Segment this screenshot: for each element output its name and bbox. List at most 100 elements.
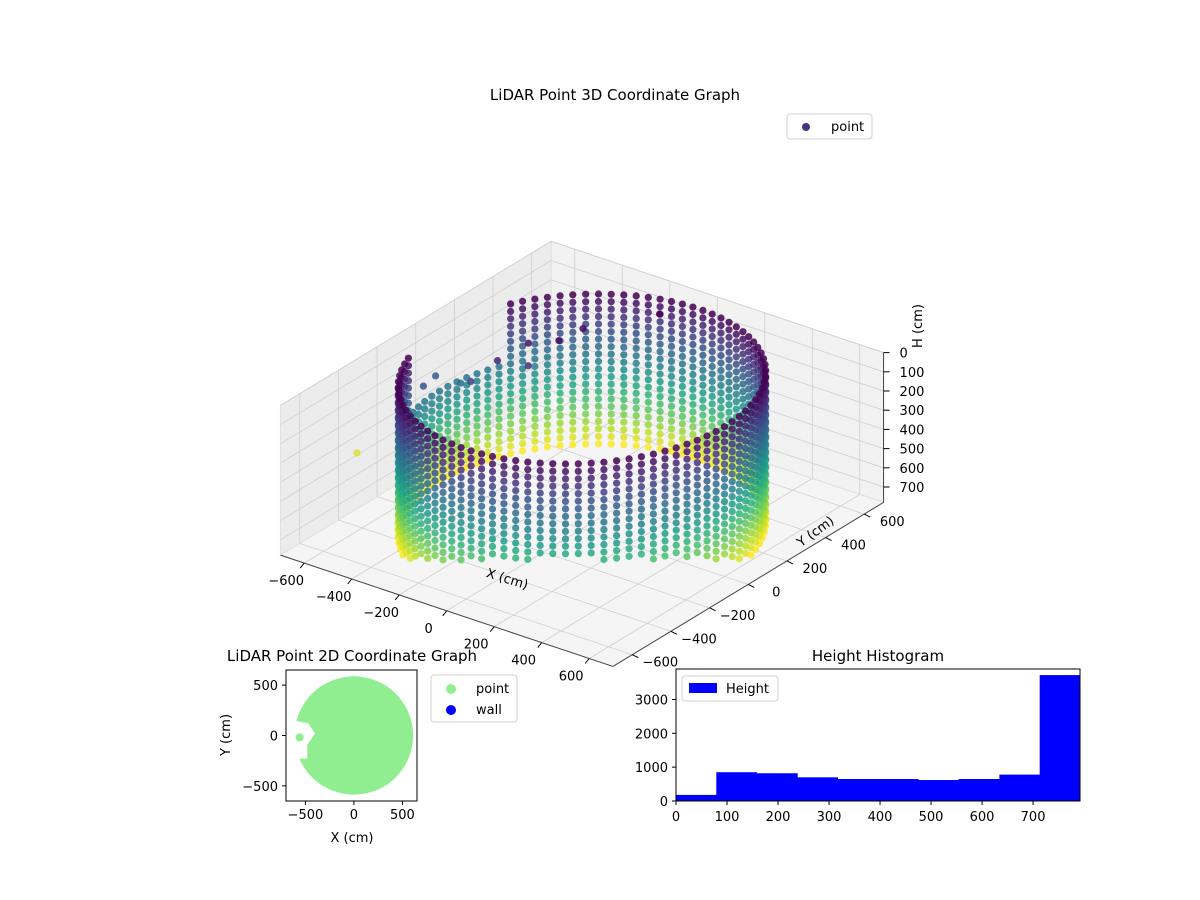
data-point	[689, 423, 697, 431]
data-point	[519, 327, 527, 335]
data-point	[561, 467, 570, 476]
data-point	[411, 492, 419, 500]
data-point	[656, 385, 664, 393]
data-point	[661, 529, 669, 538]
data-point	[519, 350, 527, 358]
chart-2d-ylabel: Y (cm)	[219, 714, 234, 757]
data-point	[543, 413, 552, 421]
data-point	[524, 495, 532, 504]
data-point	[484, 388, 492, 397]
data-point	[569, 433, 577, 441]
data-point	[600, 466, 608, 474]
data-point	[478, 502, 486, 510]
data-point	[632, 344, 640, 352]
data-point	[448, 485, 456, 493]
data-point	[424, 427, 432, 435]
data-point	[620, 306, 628, 314]
data-point	[661, 470, 669, 478]
data-point	[417, 475, 425, 483]
data-point	[683, 545, 691, 553]
histogram-bar	[958, 779, 1000, 801]
data-point	[649, 450, 658, 458]
data-point	[667, 417, 676, 425]
data-point	[569, 343, 577, 351]
data-point	[728, 493, 736, 501]
data-point	[637, 468, 646, 476]
data-point	[735, 495, 743, 503]
grid-line	[550, 240, 884, 353]
data-point	[531, 355, 539, 363]
data-point	[741, 512, 750, 520]
data-point	[424, 465, 432, 473]
x-tick	[537, 642, 543, 648]
data-point	[703, 552, 711, 560]
data-point	[732, 398, 740, 406]
data-point	[656, 422, 664, 431]
data-point	[693, 459, 701, 467]
data-point	[431, 454, 439, 462]
data-point	[463, 441, 471, 449]
data-point	[649, 502, 658, 511]
data-point	[725, 326, 733, 334]
data-point	[699, 329, 707, 337]
data-point	[739, 328, 747, 336]
data-point	[439, 473, 447, 481]
data-point	[424, 517, 432, 525]
data-point	[747, 439, 755, 447]
data-point	[543, 353, 552, 361]
data-point	[699, 419, 707, 427]
data-point	[613, 472, 621, 480]
data-point	[607, 305, 615, 313]
data-point	[439, 458, 447, 466]
data-point	[739, 343, 747, 351]
data-point	[625, 552, 633, 560]
data-point	[632, 427, 640, 435]
data-point	[569, 313, 577, 321]
data-point	[467, 544, 475, 552]
data-point	[478, 532, 486, 540]
data-point	[728, 433, 736, 441]
data-point	[703, 499, 711, 507]
data-point	[453, 423, 461, 431]
data-point	[457, 474, 465, 482]
x-tick	[584, 658, 590, 664]
data-point	[417, 505, 425, 513]
y-tick-label: −600	[642, 656, 678, 671]
grid-line	[550, 279, 884, 392]
data-point	[620, 351, 628, 359]
data-point	[725, 393, 733, 401]
data-point	[495, 363, 503, 371]
data-point	[747, 409, 755, 417]
data-point	[417, 527, 425, 535]
data-point	[478, 547, 486, 555]
data-point	[398, 366, 406, 374]
data-point	[620, 388, 628, 396]
data-point	[467, 514, 475, 522]
data-point	[712, 450, 720, 458]
data-point	[495, 400, 503, 408]
data-point	[531, 385, 539, 393]
data-point	[725, 371, 733, 379]
data-point	[717, 411, 725, 419]
data-point	[473, 370, 481, 378]
data-point	[747, 491, 755, 499]
data-point	[512, 524, 520, 532]
data-point	[467, 552, 475, 560]
data-point	[569, 336, 577, 344]
y-tick-label: 400	[841, 539, 866, 554]
data-point	[620, 298, 628, 306]
data-point	[747, 521, 755, 529]
data-point	[417, 512, 425, 520]
data-point	[507, 375, 515, 383]
data-point	[699, 366, 707, 374]
data-point	[728, 463, 736, 471]
data-point	[431, 551, 439, 560]
data-point	[543, 443, 552, 451]
data-point	[524, 510, 532, 519]
data-point	[745, 333, 753, 341]
data-point	[582, 290, 590, 298]
data-point	[693, 541, 701, 549]
data-point	[549, 542, 557, 550]
data-point	[649, 532, 658, 541]
data-point	[582, 305, 590, 313]
